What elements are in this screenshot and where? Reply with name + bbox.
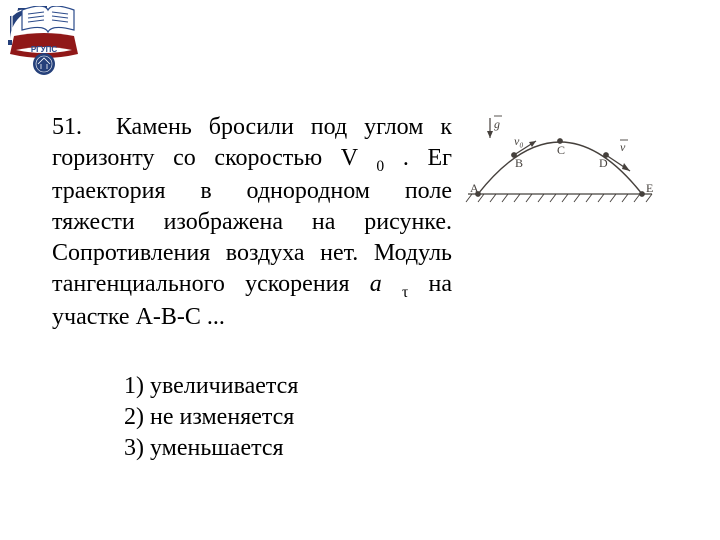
answer-option-1: 1) увеличивается <box>124 371 672 402</box>
problem-block: 51. Камень бросили под углом к горизонту… <box>52 112 672 465</box>
figure-point-d: D <box>599 156 608 170</box>
answer-option-3: 3) уменьшается <box>124 433 672 464</box>
answer-options: 1) увеличивается 2) не изменяется 3) уме… <box>124 371 672 465</box>
figure-point-c: C <box>557 143 565 157</box>
logo-text: РГУПС <box>31 45 58 54</box>
figure-g-label: g <box>494 117 500 131</box>
figure-v-label: v <box>620 140 626 154</box>
problem-text: 51. Камень бросили под углом к горизонту… <box>52 112 452 333</box>
institution-logo: РГУПС <box>8 6 80 76</box>
trajectory-figure: A B C D E v₀ v <box>460 108 660 218</box>
figure-point-b: B <box>515 156 523 170</box>
figure-point-e: E <box>646 181 653 195</box>
figure-v0-label: v₀ <box>514 134 524 148</box>
figure-point-a: A <box>470 181 479 195</box>
answer-option-2: 2) не изменяется <box>124 402 672 433</box>
